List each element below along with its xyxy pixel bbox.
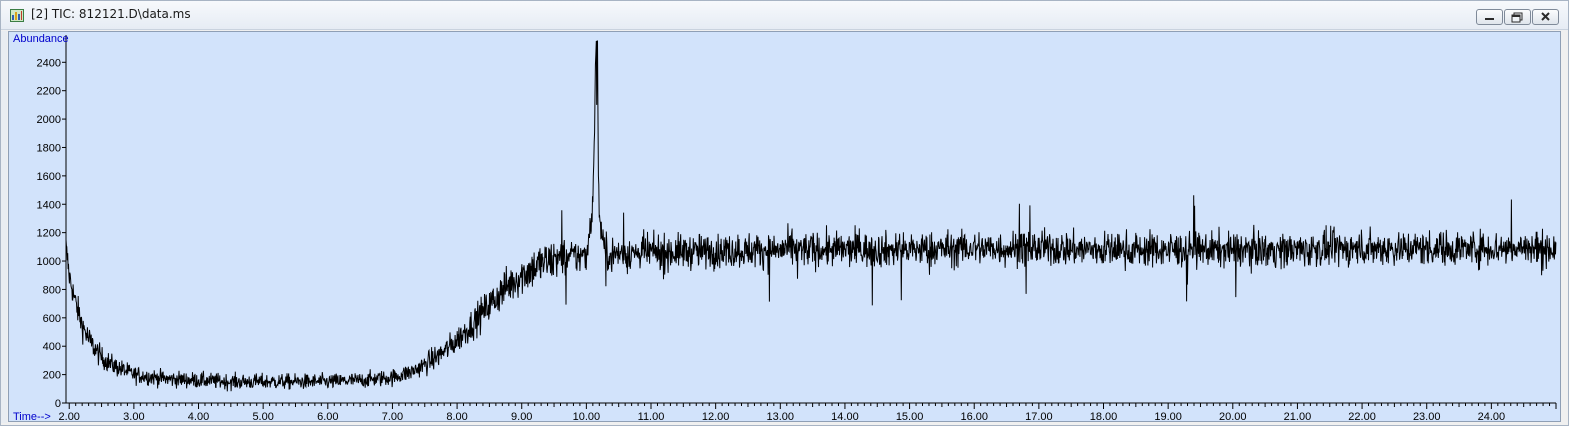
window-left-border (1, 31, 7, 423)
y-tick-label: 400 (43, 341, 61, 353)
close-button[interactable] (1532, 9, 1559, 25)
minimize-icon (1485, 18, 1494, 20)
title-bar[interactable]: [2] TIC: 812121.D\data.ms (1, 1, 1568, 30)
x-tick-label: 24.00 (1478, 411, 1506, 421)
y-axis-title: Abundance (13, 33, 69, 45)
y-tick-label: 200 (43, 370, 61, 382)
x-tick-label: 22.00 (1348, 411, 1376, 421)
x-tick-label: 20.00 (1219, 411, 1247, 421)
y-tick-label: 800 (43, 284, 61, 296)
x-tick-label: 2.00 (59, 411, 80, 421)
x-tick-label: 8.00 (446, 411, 467, 421)
x-axis-title: Time--> (13, 411, 51, 421)
y-tick-label: 1400 (37, 199, 61, 211)
x-tick-label: 9.00 (511, 411, 532, 421)
x-tick-label: 5.00 (252, 411, 273, 421)
y-tick-label: 1600 (37, 171, 61, 183)
x-tick-label: 14.00 (831, 411, 859, 421)
x-tick-label: 15.00 (896, 411, 924, 421)
minimize-button[interactable] (1476, 9, 1503, 25)
x-tick-label: 4.00 (188, 411, 209, 421)
x-tick-label: 11.00 (638, 411, 665, 421)
y-tick-label: 2400 (37, 57, 61, 69)
x-tick-label: 19.00 (1154, 411, 1182, 421)
y-tick-label: 0 (55, 398, 61, 410)
chromatogram-app-icon (10, 9, 24, 22)
y-tick-label: 2000 (37, 114, 61, 126)
x-tick-label: 12.00 (702, 411, 730, 421)
x-tick-label: 3.00 (123, 411, 144, 421)
x-tick-label: 6.00 (317, 411, 338, 421)
y-tick-label: 1800 (37, 142, 61, 154)
x-tick-label: 7.00 (382, 411, 403, 421)
x-tick-label: 16.00 (960, 411, 988, 421)
window-title: [2] TIC: 812121.D\data.ms (31, 7, 191, 21)
chromatogram-plot[interactable]: 0 200 400 600 800 1000 1200 1400 1600 1800 2000 220… (8, 31, 1561, 422)
x-tick-label: 10.00 (573, 411, 601, 421)
y-tick-label: 1200 (37, 228, 61, 240)
x-tick-label: 23.00 (1413, 411, 1441, 421)
y-tick-label: 2200 (37, 86, 61, 98)
maximize-button[interactable] (1504, 9, 1531, 25)
tic-trace (65, 40, 1557, 392)
x-tick-label: 13.00 (767, 411, 795, 421)
x-tick-label: 18.00 (1090, 411, 1118, 421)
y-tick-label: 600 (43, 313, 61, 325)
maximize-icon (1511, 12, 1523, 23)
x-tick-label: 17.00 (1025, 411, 1053, 421)
x-tick-label: 21.00 (1284, 411, 1312, 421)
tic-chart[interactable]: 0 200 400 600 800 1000 1200 1400 1600 1800 2000 220… (9, 32, 1560, 421)
y-tick-label: 1000 (37, 256, 61, 268)
close-icon (1541, 12, 1550, 21)
